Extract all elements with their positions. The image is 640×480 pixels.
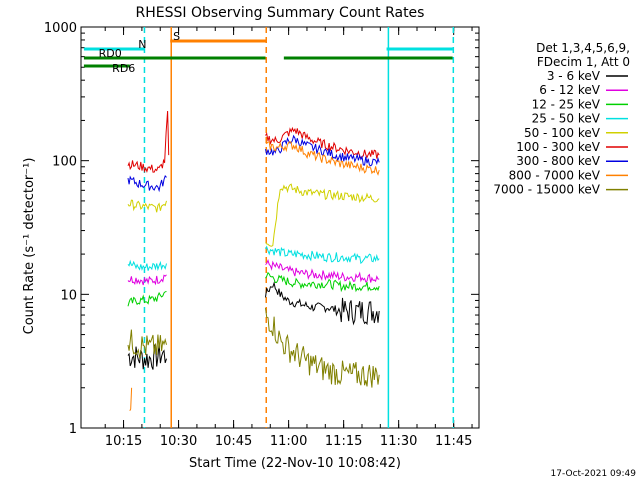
- series-line-5-seg1: [127, 110, 170, 174]
- series-line-1-seg1: [127, 274, 167, 286]
- y-tick-label: 1: [69, 422, 77, 437]
- legend-label: 6 - 12 keV: [539, 83, 601, 97]
- legend-label: 25 - 50 keV: [532, 112, 601, 126]
- series-line-1-seg2: [265, 259, 380, 283]
- x-tick-label: 11:45: [435, 434, 472, 449]
- x-axis-label: Start Time (22-Nov-10 10:08:42): [189, 456, 401, 471]
- series-line-7-seg2: [265, 140, 380, 176]
- legend-label: 7000 - 15000 keV: [493, 183, 600, 197]
- legend-label: 12 - 25 keV: [532, 97, 601, 111]
- legend-header-line-1: Det 1,3,4,5,6,9,: [536, 41, 630, 55]
- series-line-7-seg1: [129, 387, 133, 412]
- legend-header-line-2: FDecim 1, Att 0: [537, 55, 630, 69]
- series-line-3-seg2: [265, 245, 380, 265]
- legend-label: 800 - 7000 keV: [509, 168, 601, 182]
- x-tick-label: 10:15: [105, 434, 142, 449]
- legend-label: 300 - 800 keV: [516, 154, 600, 168]
- y-tick-label: 100: [52, 155, 77, 170]
- footer-date: 17-Oct-2021 09:49: [551, 469, 637, 479]
- flag-label-rd6: RD6: [112, 62, 135, 75]
- flag-label-n: N: [138, 38, 146, 51]
- legend-label: 3 - 6 keV: [547, 69, 601, 83]
- chart-title: RHESSI Observing Summary Count Rates: [136, 5, 425, 21]
- x-tick-label: 10:45: [215, 434, 252, 449]
- x-tick-label: 11:00: [270, 434, 307, 449]
- series-line-8-seg1: [127, 329, 167, 359]
- x-tick-label: 11:15: [325, 434, 362, 449]
- series-line-0-seg1: [127, 343, 167, 370]
- y-tick-label: 1000: [44, 21, 77, 36]
- x-tick-label: 11:30: [380, 434, 417, 449]
- y-tick-label: 10: [60, 288, 77, 303]
- legend-label: 50 - 100 keV: [524, 126, 601, 140]
- series-line-6-seg2: [265, 134, 380, 167]
- series-line-0-seg2: [265, 281, 380, 326]
- y-axis-label: Count Rate (s⁻¹ detector⁻¹): [22, 158, 37, 335]
- plot-area: 1 10 100 1000 10:15 10:30 10:45 11:00 11:15 11:30…: [44, 21, 480, 449]
- flag-label-rd0: RD0: [99, 47, 122, 60]
- series-line-2-seg2: [265, 271, 380, 293]
- series-line-3-seg1: [127, 259, 167, 272]
- series-line-4-seg2: [265, 183, 380, 247]
- plot-frame: [80, 26, 480, 429]
- x-tick-label: 10:30: [160, 434, 197, 449]
- series-line-8-seg2: [265, 307, 380, 388]
- legend-label: 100 - 300 keV: [516, 140, 600, 154]
- flag-label-s: S: [173, 30, 180, 43]
- series-line-6-seg1: [127, 175, 167, 193]
- series-line-2-seg1: [127, 291, 167, 307]
- series-line-4-seg1: [127, 199, 167, 213]
